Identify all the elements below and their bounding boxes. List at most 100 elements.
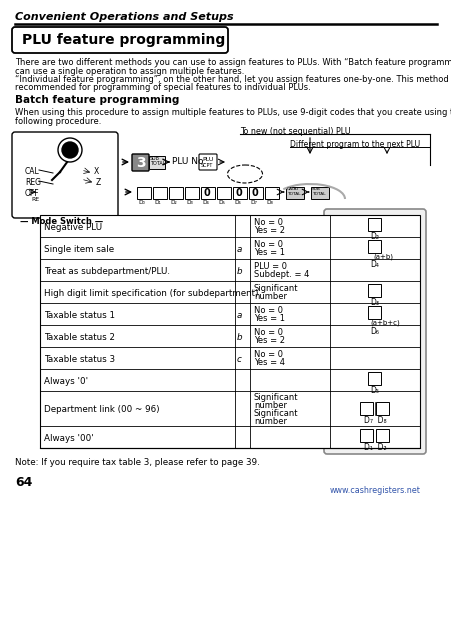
Text: When using this procedure to assign multiple features to PLUs, use 9-digit codes: When using this procedure to assign mult… <box>15 108 451 117</box>
Text: can use a single operation to assign multiple features.: can use a single operation to assign mul… <box>15 67 244 76</box>
Text: No = 0: No = 0 <box>253 240 282 249</box>
Text: Yes = 1: Yes = 1 <box>253 314 285 323</box>
Text: number: number <box>253 417 286 426</box>
Text: 0: 0 <box>370 373 378 383</box>
Bar <box>149 156 165 169</box>
Text: 0: 0 <box>363 430 370 440</box>
Text: No = 0: No = 0 <box>253 218 282 227</box>
Text: following procedure.: following procedure. <box>15 116 101 125</box>
Text: number: number <box>253 401 286 410</box>
Text: PLU No.: PLU No. <box>172 157 206 166</box>
Text: (a+b): (a+b) <box>372 254 392 260</box>
Text: 0: 0 <box>203 188 210 198</box>
Text: a: a <box>236 245 242 254</box>
Bar <box>368 240 381 253</box>
Text: D₃: D₃ <box>370 298 379 307</box>
Text: No = 0: No = 0 <box>253 328 282 337</box>
Text: Significant: Significant <box>253 284 298 293</box>
Text: 3: 3 <box>136 156 145 170</box>
Text: D₄: D₄ <box>370 260 378 269</box>
Bar <box>184 187 198 199</box>
Text: number: number <box>253 292 286 301</box>
Text: There are two different methods you can use to assign features to PLUs. With “Ba: There are two different methods you can … <box>15 58 451 67</box>
Bar <box>360 429 373 442</box>
Text: Taxable status 3: Taxable status 3 <box>44 355 115 364</box>
Text: Taxable status 1: Taxable status 1 <box>44 311 115 320</box>
Text: OFF: OFF <box>25 189 40 198</box>
Text: Yes = 4: Yes = 4 <box>253 358 285 367</box>
Text: D₇: D₇ <box>249 200 256 205</box>
Bar <box>40 215 419 448</box>
Text: No = 0: No = 0 <box>253 306 282 315</box>
Bar <box>376 429 389 442</box>
Text: Yes = 1: Yes = 1 <box>253 248 285 257</box>
Text: recommended for programming of special features to individual PLUs.: recommended for programming of special f… <box>15 83 310 93</box>
FancyBboxPatch shape <box>12 27 227 53</box>
Bar <box>368 306 381 319</box>
Text: D₇  D₈: D₇ D₈ <box>363 416 386 425</box>
Text: D₄: D₄ <box>202 200 208 205</box>
Text: D₅: D₅ <box>217 200 225 205</box>
Text: Subdept. = 4: Subdept. = 4 <box>253 270 308 279</box>
Bar <box>137 187 151 199</box>
Text: “Individual feature programming”, on the other hand, let you assign features one: “Individual feature programming”, on the… <box>15 75 451 84</box>
Text: www.cashregisters.net: www.cashregisters.net <box>329 486 420 495</box>
Bar <box>216 187 230 199</box>
FancyBboxPatch shape <box>12 132 118 218</box>
Circle shape <box>62 142 78 158</box>
Text: D₁: D₁ <box>154 200 161 205</box>
Text: TOTAL: TOTAL <box>286 192 300 196</box>
Text: REG: REG <box>25 178 41 187</box>
Text: — Mode Switch —: — Mode Switch — <box>20 217 103 226</box>
Text: D₆: D₆ <box>370 327 379 336</box>
Bar <box>285 187 304 199</box>
Text: D₅: D₅ <box>370 386 379 395</box>
Text: D₃: D₃ <box>186 200 193 205</box>
Text: Always '00': Always '00' <box>44 434 93 443</box>
Text: PLU feature programming: PLU feature programming <box>22 33 225 47</box>
Text: Batch feature programming: Batch feature programming <box>15 95 179 105</box>
Text: D₈: D₈ <box>265 200 272 205</box>
Text: Z: Z <box>96 178 101 187</box>
Text: CA/AT: CA/AT <box>286 187 299 191</box>
Text: 0: 0 <box>252 188 258 198</box>
Text: Single item sale: Single item sale <box>44 245 114 254</box>
Text: Always '0': Always '0' <box>44 377 88 386</box>
Text: D₀: D₀ <box>138 200 145 205</box>
Text: SUB: SUB <box>150 156 160 161</box>
Text: No = 0: No = 0 <box>253 350 282 359</box>
Bar <box>249 187 262 199</box>
Text: 0: 0 <box>235 188 242 198</box>
Text: RE: RE <box>31 197 39 202</box>
Text: Yes = 2: Yes = 2 <box>253 336 285 345</box>
Text: Yes = 2: Yes = 2 <box>253 226 285 235</box>
Text: (a+b+c): (a+b+c) <box>369 320 399 326</box>
Text: TOTAL: TOTAL <box>150 161 165 166</box>
Bar <box>264 187 278 199</box>
Text: SUB: SUB <box>311 187 320 191</box>
Bar <box>368 218 381 231</box>
Text: D₂: D₂ <box>170 200 176 205</box>
Text: SCPT: SCPT <box>201 163 213 168</box>
Text: 64: 64 <box>15 476 32 489</box>
Bar <box>310 187 328 199</box>
Text: D₆: D₆ <box>234 200 240 205</box>
Bar <box>376 402 389 415</box>
FancyBboxPatch shape <box>198 154 216 170</box>
Text: PGM: PGM <box>65 146 79 151</box>
Bar <box>232 187 246 199</box>
FancyBboxPatch shape <box>323 209 425 454</box>
FancyBboxPatch shape <box>132 154 149 171</box>
Bar <box>368 372 381 385</box>
Text: PLU = 0: PLU = 0 <box>253 262 286 271</box>
Bar <box>360 402 373 415</box>
Text: Significant: Significant <box>253 392 298 401</box>
Text: 0: 0 <box>378 430 386 440</box>
Text: a: a <box>236 311 242 320</box>
Text: X: X <box>94 167 99 176</box>
Text: CAL: CAL <box>25 167 40 176</box>
Bar <box>169 187 183 199</box>
Text: Taxable status 2: Taxable status 2 <box>44 333 115 342</box>
Text: D₂: D₂ <box>370 232 379 241</box>
Text: b: b <box>236 333 242 342</box>
